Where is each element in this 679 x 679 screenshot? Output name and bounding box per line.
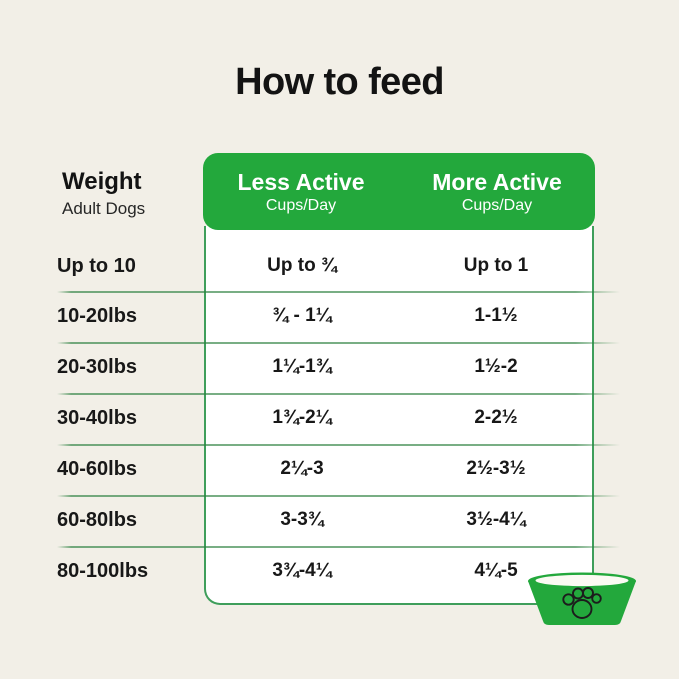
table-row: 30-40lbs 1¾-2¼ 2-2½ (0, 393, 679, 443)
weight-cell: 40-60lbs (57, 458, 138, 480)
row-divider (57, 342, 620, 344)
more-active-cell: Up to 1 (463, 255, 529, 276)
table-panel (204, 226, 594, 605)
more-active-cell: 2½-3½ (466, 458, 526, 479)
less-active-cell: 2¼-3 (280, 458, 324, 479)
dog-bowl-icon (528, 572, 636, 625)
paw-print-icon (562, 587, 602, 619)
more-active-cell: 1½-2 (474, 356, 518, 377)
row-divider (57, 495, 620, 497)
weight-cell: Up to 10 (57, 255, 136, 277)
row-divider (57, 444, 620, 446)
table-row: 10-20lbs ¾ - 1¼ 1-1½ (0, 291, 679, 341)
weight-cell: 10-20lbs (57, 305, 138, 327)
weight-header-label: Weight (62, 168, 142, 195)
weight-cell: 80-100lbs (57, 560, 149, 582)
less-active-sublabel: Cups/Day (265, 197, 337, 215)
row-divider (57, 393, 620, 395)
more-active-cell: 3½-4¼ (466, 509, 526, 530)
less-active-cell: 3¾-4¼ (272, 560, 332, 581)
weight-column-header: Weight Adult Dogs (62, 168, 146, 219)
less-active-cell: ¾ - 1¼ (272, 305, 332, 326)
table-row: 80-100lbs 3¾-4¼ 4¼-5 (0, 546, 679, 596)
less-active-cell: Up to ¾ (267, 255, 337, 276)
weight-cell: 30-40lbs (57, 407, 138, 429)
table-row: 60-80lbs 3-3¾ 3½-4¼ (0, 495, 679, 545)
less-active-cell: 3-3¾ (280, 509, 324, 530)
less-active-cell: 1¼-1¾ (272, 356, 332, 377)
column-header-less-active: Less Active Cups/Day (203, 153, 399, 230)
more-active-cell: 1-1½ (474, 305, 518, 326)
row-divider (57, 546, 620, 548)
weight-cell: 20-30lbs (57, 356, 138, 378)
page-title: How to feed (235, 61, 444, 103)
more-active-cell: 2-2½ (474, 407, 518, 428)
weight-cell: 60-80lbs (57, 509, 138, 531)
less-active-label: Less Active (237, 168, 365, 195)
table-row: 20-30lbs 1¼-1¾ 1½-2 (0, 342, 679, 392)
row-divider (57, 291, 620, 293)
weight-header-sublabel: Adult Dogs (62, 199, 146, 219)
table-row: Up to 10 Up to ¾ Up to 1 (0, 241, 679, 291)
more-active-label: More Active (432, 168, 562, 195)
more-active-cell: 4¼-5 (474, 560, 518, 581)
more-active-sublabel: Cups/Day (461, 197, 533, 215)
less-active-cell: 1¾-2¼ (272, 407, 332, 428)
table-header: Less Active Cups/Day More Active Cups/Da… (203, 153, 595, 230)
column-header-more-active: More Active Cups/Day (399, 153, 595, 230)
table-row: 40-60lbs 2¼-3 2½-3½ (0, 444, 679, 494)
